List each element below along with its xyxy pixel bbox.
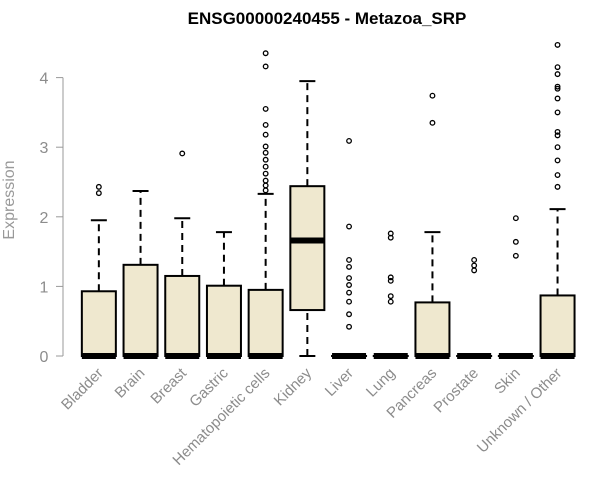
outlier-11-0 xyxy=(554,183,561,190)
box-10 xyxy=(497,215,534,359)
outlier-4-2 xyxy=(262,177,269,184)
box-11 xyxy=(539,41,576,359)
outlier-4-10 xyxy=(262,105,269,112)
outlier-4-1 xyxy=(262,182,269,189)
outlier-6-2 xyxy=(346,298,352,305)
box-4 xyxy=(247,50,284,359)
outlier-11-10 xyxy=(554,71,561,78)
outlier-11-8 xyxy=(554,85,561,92)
category-label-1: Brain xyxy=(112,365,149,402)
outlier-11-12 xyxy=(554,41,561,48)
box-body-4 xyxy=(247,288,284,358)
outlier-6-6 xyxy=(346,263,352,270)
chart-title: ENSG00000240455 - Metazoa_SRP xyxy=(188,9,467,28)
outlier-11-5 xyxy=(554,128,561,135)
outlier-8-0 xyxy=(429,119,436,126)
outlier-4-9 xyxy=(262,121,269,128)
outlier-4-12 xyxy=(262,50,269,57)
outlier-6-0 xyxy=(346,323,352,330)
outlier-11-7 xyxy=(554,95,561,102)
box-5 xyxy=(289,80,326,357)
outlier-10-0 xyxy=(512,252,519,259)
box-body-0 xyxy=(80,290,117,357)
outlier-11-6 xyxy=(554,109,561,116)
outlier-0-1 xyxy=(95,183,102,190)
outlier-6-8 xyxy=(346,223,352,230)
outlier-2-0 xyxy=(179,150,186,157)
category-label-10: Skin xyxy=(491,365,524,398)
box-body-8 xyxy=(414,301,451,357)
outlier-6-1 xyxy=(346,311,352,318)
y-tick-label-4: 4 xyxy=(40,71,49,88)
box-body-5 xyxy=(289,185,326,312)
outlier-11-4 xyxy=(554,132,561,139)
outlier-9-0 xyxy=(471,267,478,274)
category-label-0: Bladder xyxy=(58,365,107,414)
box-8 xyxy=(414,92,451,359)
box-7 xyxy=(372,230,409,359)
box-9 xyxy=(456,257,493,359)
category-label-7: Lung xyxy=(363,365,399,401)
category-label-2: Breast xyxy=(147,364,190,407)
box-body-3 xyxy=(205,284,242,358)
outlier-4-8 xyxy=(262,131,269,138)
outlier-8-1 xyxy=(429,92,436,99)
y-tick-label-0: 0 xyxy=(40,349,49,366)
outlier-4-11 xyxy=(262,63,269,70)
outlier-11-1 xyxy=(554,172,561,178)
box-2 xyxy=(164,150,201,359)
box-1 xyxy=(122,190,159,359)
category-label-6: Liver xyxy=(322,365,357,400)
outlier-11-3 xyxy=(554,144,561,151)
outlier-4-6 xyxy=(262,149,269,156)
outlier-6-4 xyxy=(346,282,352,288)
outlier-9-1 xyxy=(471,262,478,269)
y-axis-label: Expression xyxy=(1,160,18,239)
y-tick-label-1: 1 xyxy=(40,279,49,296)
box-0 xyxy=(80,183,117,359)
outlier-7-3 xyxy=(387,274,394,281)
category-label-9: Prostate xyxy=(430,365,482,417)
box-3 xyxy=(205,231,242,359)
outlier-6-7 xyxy=(346,257,352,263)
outlier-7-2 xyxy=(387,277,394,284)
outlier-6-3 xyxy=(346,289,352,296)
outlier-4-7 xyxy=(262,143,269,150)
outlier-11-11 xyxy=(554,64,561,71)
box-body-1 xyxy=(122,263,159,358)
box-body-11 xyxy=(539,294,576,357)
outlier-4-0 xyxy=(262,187,269,194)
outlier-7-0 xyxy=(387,298,394,305)
outlier-0-0 xyxy=(95,190,102,197)
boxes xyxy=(80,41,576,359)
outlier-11-2 xyxy=(554,157,561,164)
y-tick-label-2: 2 xyxy=(40,210,49,227)
outlier-10-2 xyxy=(512,215,519,222)
y-axis: 0 1 2 3 4 xyxy=(40,71,64,366)
outlier-6-9 xyxy=(346,137,352,144)
outlier-10-1 xyxy=(512,238,519,245)
outlier-4-5 xyxy=(262,156,269,163)
outlier-6-5 xyxy=(346,275,352,281)
outlier-9-2 xyxy=(471,257,478,263)
box-body-2 xyxy=(164,274,201,357)
y-tick-label-3: 3 xyxy=(40,140,49,157)
outlier-11-9 xyxy=(554,83,561,90)
outlier-7-1 xyxy=(387,293,394,300)
box-6 xyxy=(331,137,368,359)
category-label-5: Kidney xyxy=(271,364,316,409)
outlier-7-5 xyxy=(387,230,394,237)
outlier-4-3 xyxy=(262,170,269,177)
outlier-4-4 xyxy=(262,163,269,170)
